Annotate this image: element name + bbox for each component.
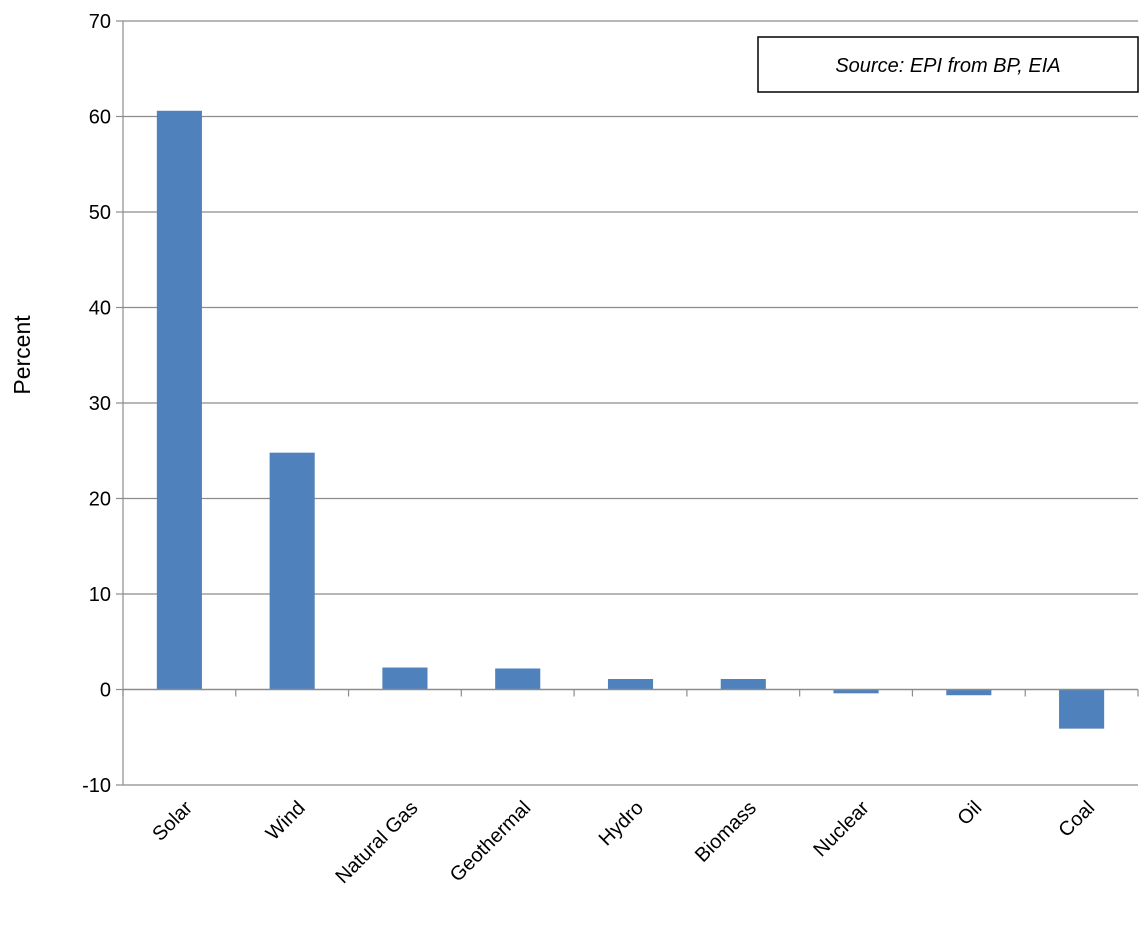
x-tick-label: Biomass	[691, 797, 761, 867]
bar-solar	[156, 110, 202, 690]
y-tick-label: 70	[89, 11, 111, 33]
bars	[156, 110, 1105, 729]
y-tick-label: 0	[100, 680, 111, 702]
x-tick-label: Nuclear	[809, 797, 874, 862]
y-tick-labels: -10 0 10 20 30 40 50 60 70	[82, 11, 111, 797]
bar-oil	[946, 689, 992, 696]
x-tick-label: Geothermal	[446, 797, 535, 886]
x-tick-label: Oil	[954, 797, 987, 830]
bar-geothermal	[495, 668, 541, 690]
bar-natural-gas	[382, 667, 428, 690]
bar-hydro	[607, 678, 654, 690]
y-tick-label: -10	[82, 775, 111, 797]
y-tick-label: 50	[89, 202, 111, 224]
bar-wind	[269, 452, 315, 690]
bar-biomass	[720, 678, 766, 690]
y-tick-label: 60	[89, 107, 111, 129]
y-axis-title: Percent	[9, 315, 35, 395]
y-tick-label: 40	[89, 298, 111, 320]
source-text: Source: EPI from BP, EIA	[835, 55, 1060, 77]
x-tick-label: Hydro	[595, 797, 648, 850]
x-tick-label: Natural Gas	[331, 797, 422, 888]
x-tick-label: Solar	[148, 797, 197, 846]
source-annotation: Source: EPI from BP, EIA	[757, 36, 1139, 93]
x-tick-label: Coal	[1054, 797, 1099, 842]
x-tick-label: Wind	[262, 797, 310, 845]
y-tick-label: 20	[89, 489, 111, 511]
bar-coal	[1059, 689, 1105, 729]
bar-nuclear	[833, 689, 879, 694]
y-tick-label: 10	[89, 584, 111, 606]
y-tick-label: 30	[89, 393, 111, 415]
x-tick-labels: Solar Wind Natural Gas Geothermal Hydro Bioma…	[148, 797, 1099, 888]
axes	[116, 20, 1139, 786]
